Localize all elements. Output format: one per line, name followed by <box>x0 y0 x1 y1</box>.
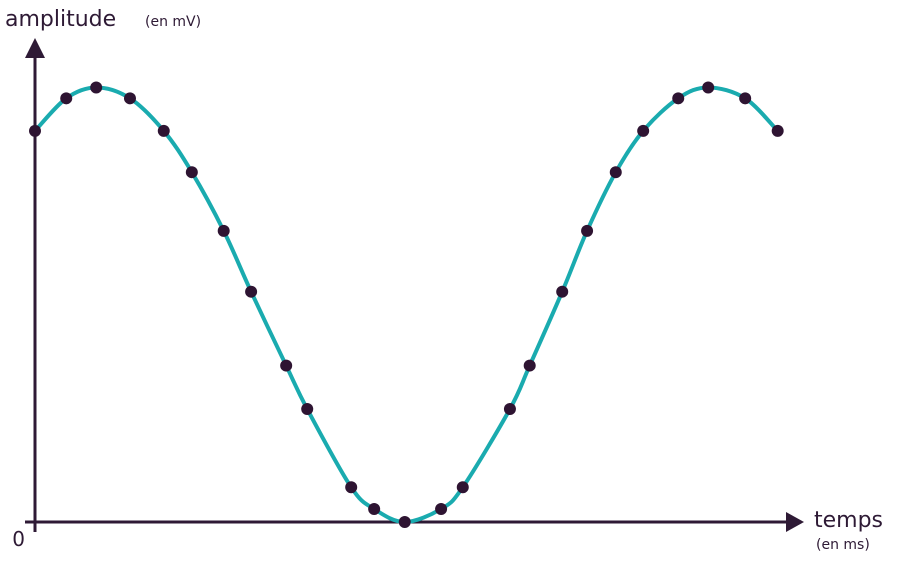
sample-point <box>739 92 752 105</box>
sample-point <box>217 224 230 237</box>
sample-point <box>245 285 258 298</box>
sample-point <box>609 166 622 179</box>
sample-point <box>280 359 293 372</box>
sample-point <box>672 92 685 105</box>
sample-point <box>581 224 594 237</box>
sample-point <box>771 124 784 137</box>
sample-point <box>123 92 136 105</box>
sample-point <box>523 359 536 372</box>
sample-point <box>301 403 314 416</box>
sample-point <box>637 124 650 137</box>
sample-point <box>368 502 381 515</box>
sample-point <box>503 403 516 416</box>
x-axis-unit: (en ms) <box>816 537 870 553</box>
sample-point <box>702 81 715 94</box>
sample-point <box>435 502 448 515</box>
signal-curve <box>33 85 780 525</box>
y-axis-unit: (en mV) <box>145 14 201 30</box>
sample-point <box>90 81 103 94</box>
sample-point <box>60 92 73 105</box>
y-axis-arrow <box>25 38 45 58</box>
origin-label: 0 <box>12 527 25 551</box>
sample-point <box>456 481 469 494</box>
x-axis-arrow <box>786 512 804 532</box>
sample-point <box>345 481 358 494</box>
sample-point <box>29 124 41 137</box>
sample-point <box>398 516 411 528</box>
sample-point <box>556 285 569 298</box>
sample-point <box>185 166 198 179</box>
sample-point <box>157 124 170 137</box>
y-axis-label: amplitude <box>5 7 116 32</box>
x-axis-label: temps <box>814 508 883 533</box>
